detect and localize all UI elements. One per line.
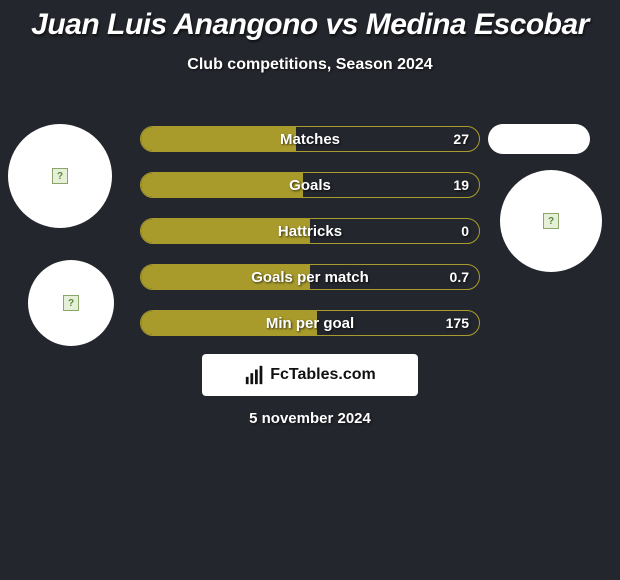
image-placeholder-icon xyxy=(543,213,559,229)
stat-bar-label: Min per goal xyxy=(141,311,479,335)
bars-chart-icon xyxy=(244,364,266,386)
page-subtitle: Club competitions, Season 2024 xyxy=(0,56,620,74)
player-avatar-left-2 xyxy=(28,260,114,346)
stat-bar-label: Matches xyxy=(141,127,479,151)
stat-bar-goals: Goals 19 xyxy=(140,172,480,198)
stat-bar-value: 175 xyxy=(446,311,469,335)
stat-bar-goals-per-match: Goals per match 0.7 xyxy=(140,264,480,290)
stat-bar-label: Goals per match xyxy=(141,265,479,289)
stat-bar-value: 0.7 xyxy=(450,265,469,289)
player-avatar-left-1 xyxy=(8,124,112,228)
stat-bar-label: Hattricks xyxy=(141,219,479,243)
page-title: Juan Luis Anangono vs Medina Escobar xyxy=(0,0,620,42)
stat-bar-value: 27 xyxy=(453,127,469,151)
stat-bar-hattricks: Hattricks 0 xyxy=(140,218,480,244)
player-avatar-right-2 xyxy=(500,170,602,272)
brand-label: FcTables.com xyxy=(270,366,376,384)
brand-box[interactable]: FcTables.com xyxy=(202,354,418,396)
stats-bars: Matches 27 Goals 19 Hattricks 0 Goals pe… xyxy=(140,126,480,356)
image-placeholder-icon xyxy=(63,295,79,311)
stat-bar-matches: Matches 27 xyxy=(140,126,480,152)
stat-bar-value: 0 xyxy=(461,219,469,243)
player-avatar-right-1 xyxy=(488,124,590,154)
stat-bar-min-per-goal: Min per goal 175 xyxy=(140,310,480,336)
image-placeholder-icon xyxy=(52,168,68,184)
page-date: 5 november 2024 xyxy=(0,410,620,427)
stat-bar-label: Goals xyxy=(141,173,479,197)
stat-bar-value: 19 xyxy=(453,173,469,197)
